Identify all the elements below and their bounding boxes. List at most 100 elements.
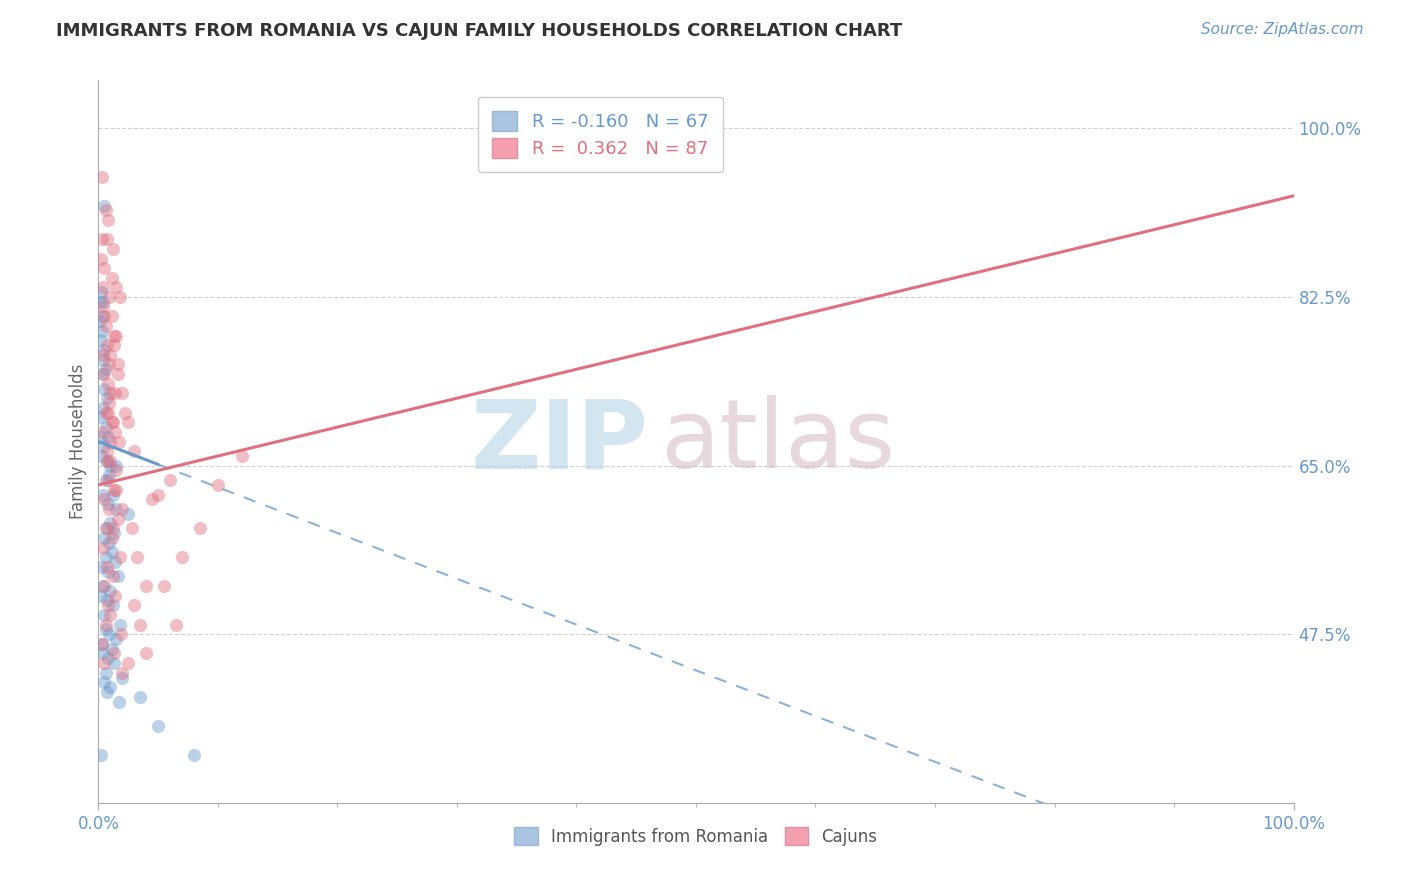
Point [98,386,122,401]
Point [101,521,124,535]
Point [91,280,114,294]
Point [93,310,115,324]
Point [100,415,122,429]
Point [97,497,120,511]
Point [97,599,120,613]
Text: atlas: atlas [661,395,896,488]
Point [111,386,134,401]
Point [107,695,129,709]
Point [93,492,115,507]
Point [98,290,121,304]
Point [107,358,129,372]
Point [129,690,152,704]
Point [148,719,170,733]
Point [94,550,117,565]
Point [98,348,122,362]
Point [103,338,125,352]
Point [94,617,117,632]
Point [101,599,124,613]
Point [105,280,128,294]
Point [103,647,125,661]
Point [114,406,136,420]
Point [90,589,112,603]
Point [165,617,187,632]
Point [97,473,120,487]
Point [96,454,118,468]
Point [105,502,128,516]
Point [108,550,131,565]
Point [98,583,122,598]
Point [98,607,122,622]
Point [105,632,128,646]
Point [98,468,121,483]
Point [93,656,115,670]
Point [104,589,127,603]
Point [98,627,121,641]
Point [100,310,122,324]
Point [129,617,152,632]
Point [104,386,127,401]
Point [94,473,117,487]
Point [96,593,118,607]
Point [105,458,128,473]
Point [91,449,114,463]
Point [135,647,157,661]
Point [100,641,122,656]
Point [103,656,125,670]
Point [124,599,146,613]
Point [111,502,134,516]
Point [93,675,115,690]
Point [98,680,122,694]
Point [91,232,114,246]
Y-axis label: Family Households: Family Households [69,364,87,519]
Point [100,531,122,545]
Point [100,545,122,559]
Point [98,458,122,473]
Point [90,747,112,762]
Point [91,541,114,555]
Point [97,376,120,391]
Point [93,261,115,276]
Point [91,300,114,314]
Point [91,367,114,381]
Point [98,516,122,531]
Point [105,463,128,477]
Point [124,444,146,458]
Point [93,579,115,593]
Point [111,671,134,685]
Point [125,550,148,565]
Point [91,401,114,415]
Point [96,444,118,458]
Point [93,439,115,453]
Point [94,420,117,434]
Point [103,328,125,343]
Point [97,651,120,665]
Point [97,213,120,227]
Point [188,521,211,535]
Point [91,647,114,661]
Point [90,285,112,300]
Point [96,521,118,535]
Point [98,358,121,372]
Point [101,487,124,501]
Point [89,314,111,328]
Text: IMMIGRANTS FROM ROMANIA VS CAJUN FAMILY HOUSEHOLDS CORRELATION CHART: IMMIGRANTS FROM ROMANIA VS CAJUN FAMILY … [56,22,903,40]
Point [98,502,121,516]
Point [117,415,139,429]
Point [94,203,117,218]
Point [98,396,121,410]
Point [96,559,118,574]
Point [91,637,114,651]
Point [91,348,114,362]
Point [96,338,118,352]
Point [89,294,111,309]
Point [108,617,131,632]
Point [90,334,112,348]
Point [121,521,143,535]
Point [148,487,170,501]
Point [107,367,129,381]
Point [101,569,124,583]
Point [108,290,131,304]
Point [91,559,114,574]
Point [100,270,122,285]
